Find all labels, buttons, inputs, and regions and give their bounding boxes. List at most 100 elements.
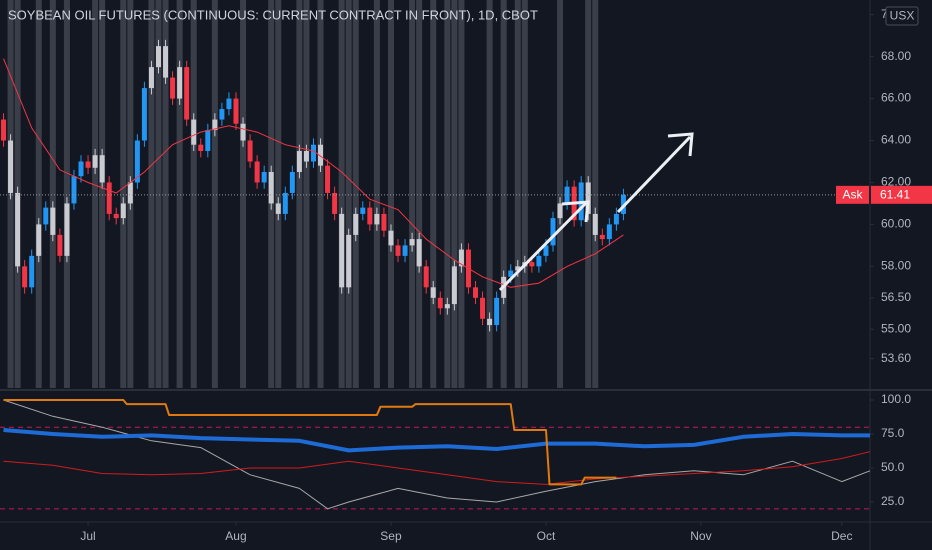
candle-body bbox=[360, 207, 366, 214]
candle-body bbox=[106, 182, 112, 214]
highlight-column bbox=[63, 0, 70, 388]
candle-body bbox=[423, 266, 429, 288]
candle-body bbox=[339, 213, 345, 288]
candle-body bbox=[205, 130, 211, 152]
candle-body bbox=[303, 151, 309, 162]
candle-body bbox=[50, 207, 56, 235]
price-tag-bg bbox=[836, 185, 869, 204]
highlight-column bbox=[557, 0, 564, 388]
candle-body bbox=[592, 213, 598, 235]
candle-body bbox=[177, 67, 183, 99]
highlight-column bbox=[500, 0, 507, 388]
candle-body bbox=[585, 182, 591, 214]
highlight-column bbox=[514, 0, 521, 388]
candle-body bbox=[332, 192, 338, 214]
highlight-column bbox=[486, 0, 493, 388]
candle-body bbox=[416, 239, 422, 267]
candle-body bbox=[247, 140, 253, 162]
candle-body bbox=[127, 182, 133, 204]
arrow-head bbox=[561, 200, 590, 223]
currency: USX bbox=[890, 9, 915, 23]
candle-body bbox=[22, 266, 28, 288]
trend-arrow bbox=[616, 135, 692, 214]
candle-body bbox=[487, 318, 493, 326]
candle-body bbox=[388, 230, 394, 246]
candle-body bbox=[430, 287, 436, 298]
candle-body bbox=[353, 213, 359, 235]
candle-body bbox=[494, 297, 500, 326]
highlight-column bbox=[240, 0, 247, 388]
highlight-column bbox=[190, 0, 197, 388]
candle-body bbox=[444, 304, 450, 309]
candle-body bbox=[599, 234, 605, 240]
y-tick-label: 56.50 bbox=[881, 290, 911, 304]
highlight-column bbox=[387, 0, 394, 388]
candle-body bbox=[437, 297, 443, 309]
currency-badge bbox=[885, 6, 919, 26]
candle-body bbox=[43, 207, 49, 225]
candle-body bbox=[458, 249, 464, 267]
highlight-column bbox=[521, 0, 528, 388]
highlight-column bbox=[211, 0, 218, 388]
candle-body bbox=[156, 46, 162, 68]
indicator-line bbox=[3, 399, 617, 486]
candle-body bbox=[515, 266, 521, 271]
candle-body bbox=[261, 171, 267, 183]
candle-body bbox=[92, 155, 98, 168]
highlight-column bbox=[148, 0, 155, 388]
x-tick-label: Dec bbox=[831, 529, 852, 543]
candle-body bbox=[36, 224, 42, 256]
highlight-column bbox=[444, 0, 451, 388]
x-tick-label: Jul bbox=[80, 529, 95, 543]
highlight-column bbox=[430, 0, 437, 388]
candle-body bbox=[550, 218, 556, 246]
highlight-column bbox=[458, 0, 465, 388]
trend-arrow bbox=[498, 201, 588, 292]
highlight-column bbox=[317, 0, 324, 388]
candle-body bbox=[310, 144, 316, 162]
candle-body bbox=[402, 245, 408, 256]
candle-body bbox=[226, 98, 232, 110]
candle-body bbox=[198, 144, 204, 152]
candle-body bbox=[163, 46, 169, 78]
candle-body bbox=[212, 119, 218, 131]
candle-body bbox=[170, 77, 176, 99]
candle-body bbox=[508, 270, 514, 277]
candle-body bbox=[374, 213, 380, 225]
candle-body bbox=[184, 67, 190, 120]
candle-body bbox=[325, 165, 331, 193]
candle-body bbox=[29, 255, 35, 288]
candle-body bbox=[289, 171, 295, 193]
highlight-column bbox=[296, 0, 303, 388]
price-tag-name: Ask bbox=[842, 188, 863, 202]
candle-body bbox=[613, 213, 619, 225]
candle-body bbox=[141, 88, 147, 141]
x-tick-label: Nov bbox=[690, 529, 711, 543]
candle-body bbox=[282, 192, 288, 214]
highlight-column bbox=[451, 0, 458, 388]
candle-body bbox=[606, 224, 612, 240]
candle-body bbox=[120, 203, 126, 219]
candle-body bbox=[395, 245, 401, 256]
highlight-column bbox=[155, 0, 162, 388]
candle-body bbox=[296, 151, 302, 172]
indicator-line bbox=[3, 399, 871, 510]
highlight-column bbox=[592, 0, 599, 388]
candle-body bbox=[64, 203, 70, 256]
candle-body bbox=[480, 297, 486, 319]
price-tag-value: 61.41 bbox=[880, 188, 910, 202]
highlight-column bbox=[352, 0, 359, 388]
candle-body bbox=[8, 140, 14, 193]
x-tick-label: Oct bbox=[537, 529, 556, 543]
chart-title: SOYBEAN OIL FUTURES (CONTINUOUS: CURRENT… bbox=[8, 7, 538, 22]
y-tick-label: 68.00 bbox=[881, 49, 911, 63]
candle-body bbox=[85, 161, 91, 168]
highlight-column bbox=[275, 0, 282, 388]
x-tick-label: Sep bbox=[380, 529, 402, 543]
candle-body bbox=[409, 239, 415, 246]
candle-body bbox=[557, 203, 563, 219]
candle-body bbox=[268, 171, 274, 204]
y-tick-label: 62.00 bbox=[881, 175, 911, 189]
candle-body bbox=[451, 266, 457, 305]
